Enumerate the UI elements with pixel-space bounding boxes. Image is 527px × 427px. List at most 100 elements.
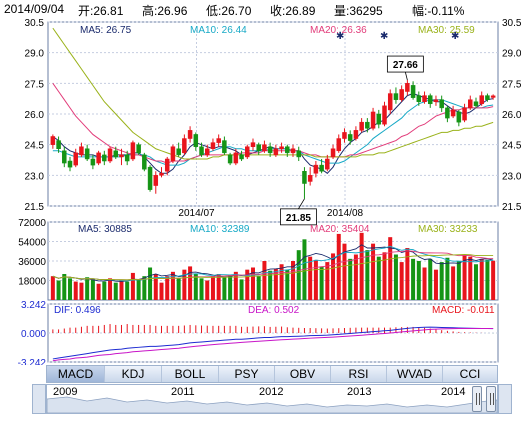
volume-bar: [239, 279, 244, 300]
price-tick-right: 26.0: [502, 110, 522, 121]
ma10-legend: MA10: 26.44: [190, 25, 247, 36]
signal-marker: ✱: [380, 31, 388, 42]
annotation-leader: [404, 71, 408, 81]
ma5-legend: MA5: 26.75: [80, 25, 132, 36]
overview-right-handle[interactable]: [486, 386, 496, 412]
volume-bar: [439, 262, 444, 300]
volume-bar: [188, 266, 193, 300]
tab-macd[interactable]: MACD: [47, 366, 105, 382]
candle-up: [279, 146, 284, 150]
volume-bar: [445, 257, 450, 300]
candle-up: [479, 95, 484, 105]
candle-up: [370, 111, 376, 129]
macd-histogram: [52, 324, 494, 334]
macd-tick: 0.000: [21, 329, 46, 340]
volume-bar: [428, 258, 433, 300]
macd-tick: -3.242: [18, 358, 47, 365]
tab-wvad[interactable]: WVAD: [387, 366, 443, 382]
tab-kdj[interactable]: KDJ: [105, 366, 162, 382]
volume-bar: [376, 256, 381, 300]
annotation-leader: [298, 198, 305, 210]
volume-bar: [125, 281, 130, 300]
candle-up: [342, 132, 347, 139]
ma5-line: [52, 93, 494, 174]
candle-down: [193, 134, 199, 147]
dif-legend: DIF: 0.496: [54, 305, 101, 316]
annotation-box: [386, 55, 424, 73]
candle-up: [216, 138, 221, 143]
volume-bar: [90, 279, 95, 300]
candle-down: [285, 146, 290, 154]
quote-close: 收:26.89: [270, 4, 316, 18]
candle-down: [416, 95, 422, 102]
volume-bar: [485, 259, 490, 300]
candle-down: [427, 95, 433, 105]
volume-bar: [359, 232, 364, 300]
candle-up: [96, 152, 101, 164]
candle-down: [473, 101, 479, 107]
volume-bar: [273, 268, 278, 300]
volume-bar: [382, 252, 387, 300]
candle-down: [147, 166, 153, 190]
history-overview[interactable]: 2009 2011 2012 2013 2014: [46, 384, 498, 414]
tab-psy[interactable]: PSY: [219, 366, 275, 382]
quote-header: 2014/09/04 开:26.81 高:26.96 低:26.70 收:26.…: [0, 0, 527, 20]
tab-rsi[interactable]: RSI: [331, 366, 387, 382]
candle-down: [142, 154, 147, 170]
volume-bar: [50, 276, 55, 300]
volume-bar: [342, 243, 347, 300]
volume-bar: [199, 278, 204, 300]
candle-down: [485, 95, 490, 100]
price-tick-left: 30.5: [25, 18, 45, 29]
tab-cci[interactable]: CCI: [459, 367, 481, 381]
volume-bar: [62, 274, 67, 300]
dif-line: [52, 326, 494, 360]
price-tick-left: 27.5: [25, 79, 45, 90]
candle-down: [267, 146, 273, 154]
indicator-tabs: MACD KDJ BOLL PSY OBV RSI WVAD CCI: [46, 365, 498, 383]
candle-down: [102, 154, 107, 162]
quote-open: 开:26.81: [78, 4, 124, 18]
candle-up: [490, 95, 496, 98]
annotation-box: [280, 208, 317, 226]
candle-up: [245, 146, 250, 158]
quote-volume: 量:36295: [334, 4, 383, 18]
volume-bar: [365, 250, 370, 300]
candle-down: [319, 164, 324, 172]
vol-ma20-legend: MA20: 35404: [310, 224, 370, 235]
x-tick-label: 2014/07: [178, 208, 215, 219]
candle-down: [296, 150, 301, 158]
tab-obv[interactable]: OBV: [275, 366, 331, 382]
price-tick-left: 23.0: [25, 171, 45, 182]
candle-down: [199, 146, 204, 156]
stock-chart[interactable]: 30.5 30.5 29.0 29.0 27.5 27.5 26.0 26.0 24.5 24.5…: [0, 0, 527, 365]
overview-left-handle[interactable]: [472, 386, 482, 412]
candle-up: [387, 93, 393, 111]
price-tick-right: 30.5: [502, 18, 522, 29]
overview-scroll-right[interactable]: [498, 384, 512, 414]
tab-boll[interactable]: BOLL: [162, 366, 219, 382]
volume-bar: [102, 281, 107, 300]
volume-bar: [279, 264, 284, 300]
candle-up: [330, 148, 336, 158]
candle-up: [233, 152, 239, 164]
price-tick-left: 26.0: [25, 110, 45, 121]
volume-bar: [399, 262, 404, 300]
volume-bar: [182, 269, 187, 300]
candle-up: [336, 138, 342, 152]
volume-bar: [245, 269, 250, 300]
price-tick-left: 24.5: [25, 141, 45, 152]
quote-date: 2014/09/04: [4, 2, 65, 16]
price-tick-right: 23.0: [502, 171, 522, 182]
volume-bar: [308, 256, 313, 300]
overview-year: 2011: [171, 386, 195, 398]
candle-up: [204, 148, 210, 156]
volume-bar: [348, 258, 353, 300]
candle-up: [73, 152, 78, 166]
candle-up: [462, 107, 467, 121]
overview-scroll-left[interactable]: [32, 384, 46, 414]
candle-up: [159, 173, 164, 176]
volume-bar: [331, 253, 336, 300]
vol-ma30-legend: MA30: 33233: [418, 224, 478, 235]
macd-tick: 3.242: [21, 300, 46, 311]
